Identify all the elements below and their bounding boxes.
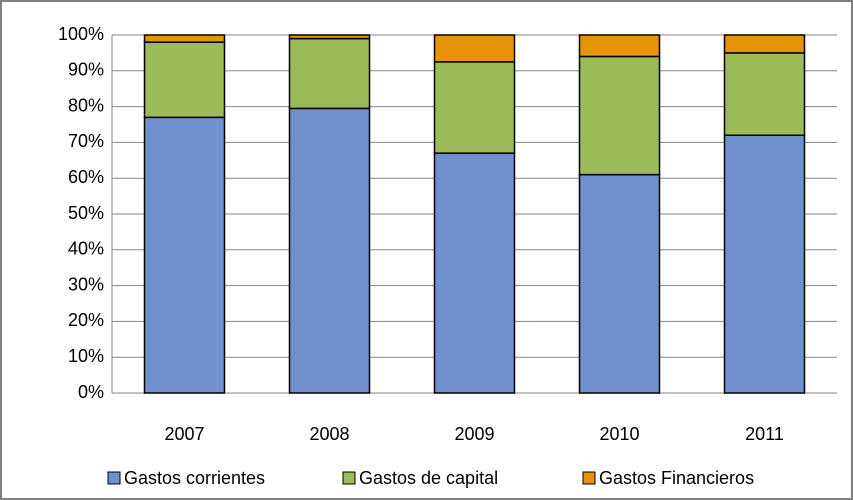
x-tick-label: 2011 bbox=[745, 424, 784, 444]
legend-swatch bbox=[342, 471, 356, 485]
bar-segment bbox=[578, 34, 661, 58]
x-tick-label: 2009 bbox=[454, 424, 494, 444]
bar-segment bbox=[578, 173, 661, 394]
y-tick-label: 30% bbox=[68, 274, 104, 294]
x-tick-label: 2008 bbox=[309, 424, 349, 444]
legend-label: Gastos de capital bbox=[359, 468, 498, 488]
y-tick-label: 40% bbox=[68, 239, 104, 259]
y-tick-label: 20% bbox=[68, 310, 104, 330]
bar-segment bbox=[288, 107, 371, 394]
y-tick-label: 60% bbox=[68, 167, 104, 187]
bar-segment bbox=[723, 134, 806, 394]
x-tick-label: 2007 bbox=[164, 424, 204, 444]
y-tick-label: 80% bbox=[68, 95, 104, 115]
bar-segment bbox=[143, 41, 226, 119]
bar-segment bbox=[433, 61, 516, 154]
bar-segment bbox=[143, 116, 226, 394]
y-tick-label: 100% bbox=[58, 24, 104, 44]
bar-segment bbox=[578, 55, 661, 176]
bar-segment bbox=[288, 37, 371, 110]
bar-segment bbox=[433, 152, 516, 394]
y-tick-label: 0% bbox=[78, 382, 104, 402]
legend-swatch bbox=[107, 471, 121, 485]
y-tick-label: 50% bbox=[68, 203, 104, 223]
legend-swatch bbox=[582, 471, 596, 485]
bar-segment bbox=[288, 34, 371, 40]
bar-segment bbox=[723, 52, 806, 136]
y-tick-label: 70% bbox=[68, 131, 104, 151]
legend-label: Gastos corrientes bbox=[124, 468, 265, 488]
bar-segment bbox=[143, 34, 226, 43]
y-tick-label: 10% bbox=[68, 346, 104, 366]
y-tick-label: 90% bbox=[68, 60, 104, 80]
bar-segment bbox=[433, 34, 516, 63]
x-tick-label: 2010 bbox=[599, 424, 639, 444]
bar-segment bbox=[723, 34, 806, 54]
legend-label: Gastos Financieros bbox=[599, 468, 754, 488]
